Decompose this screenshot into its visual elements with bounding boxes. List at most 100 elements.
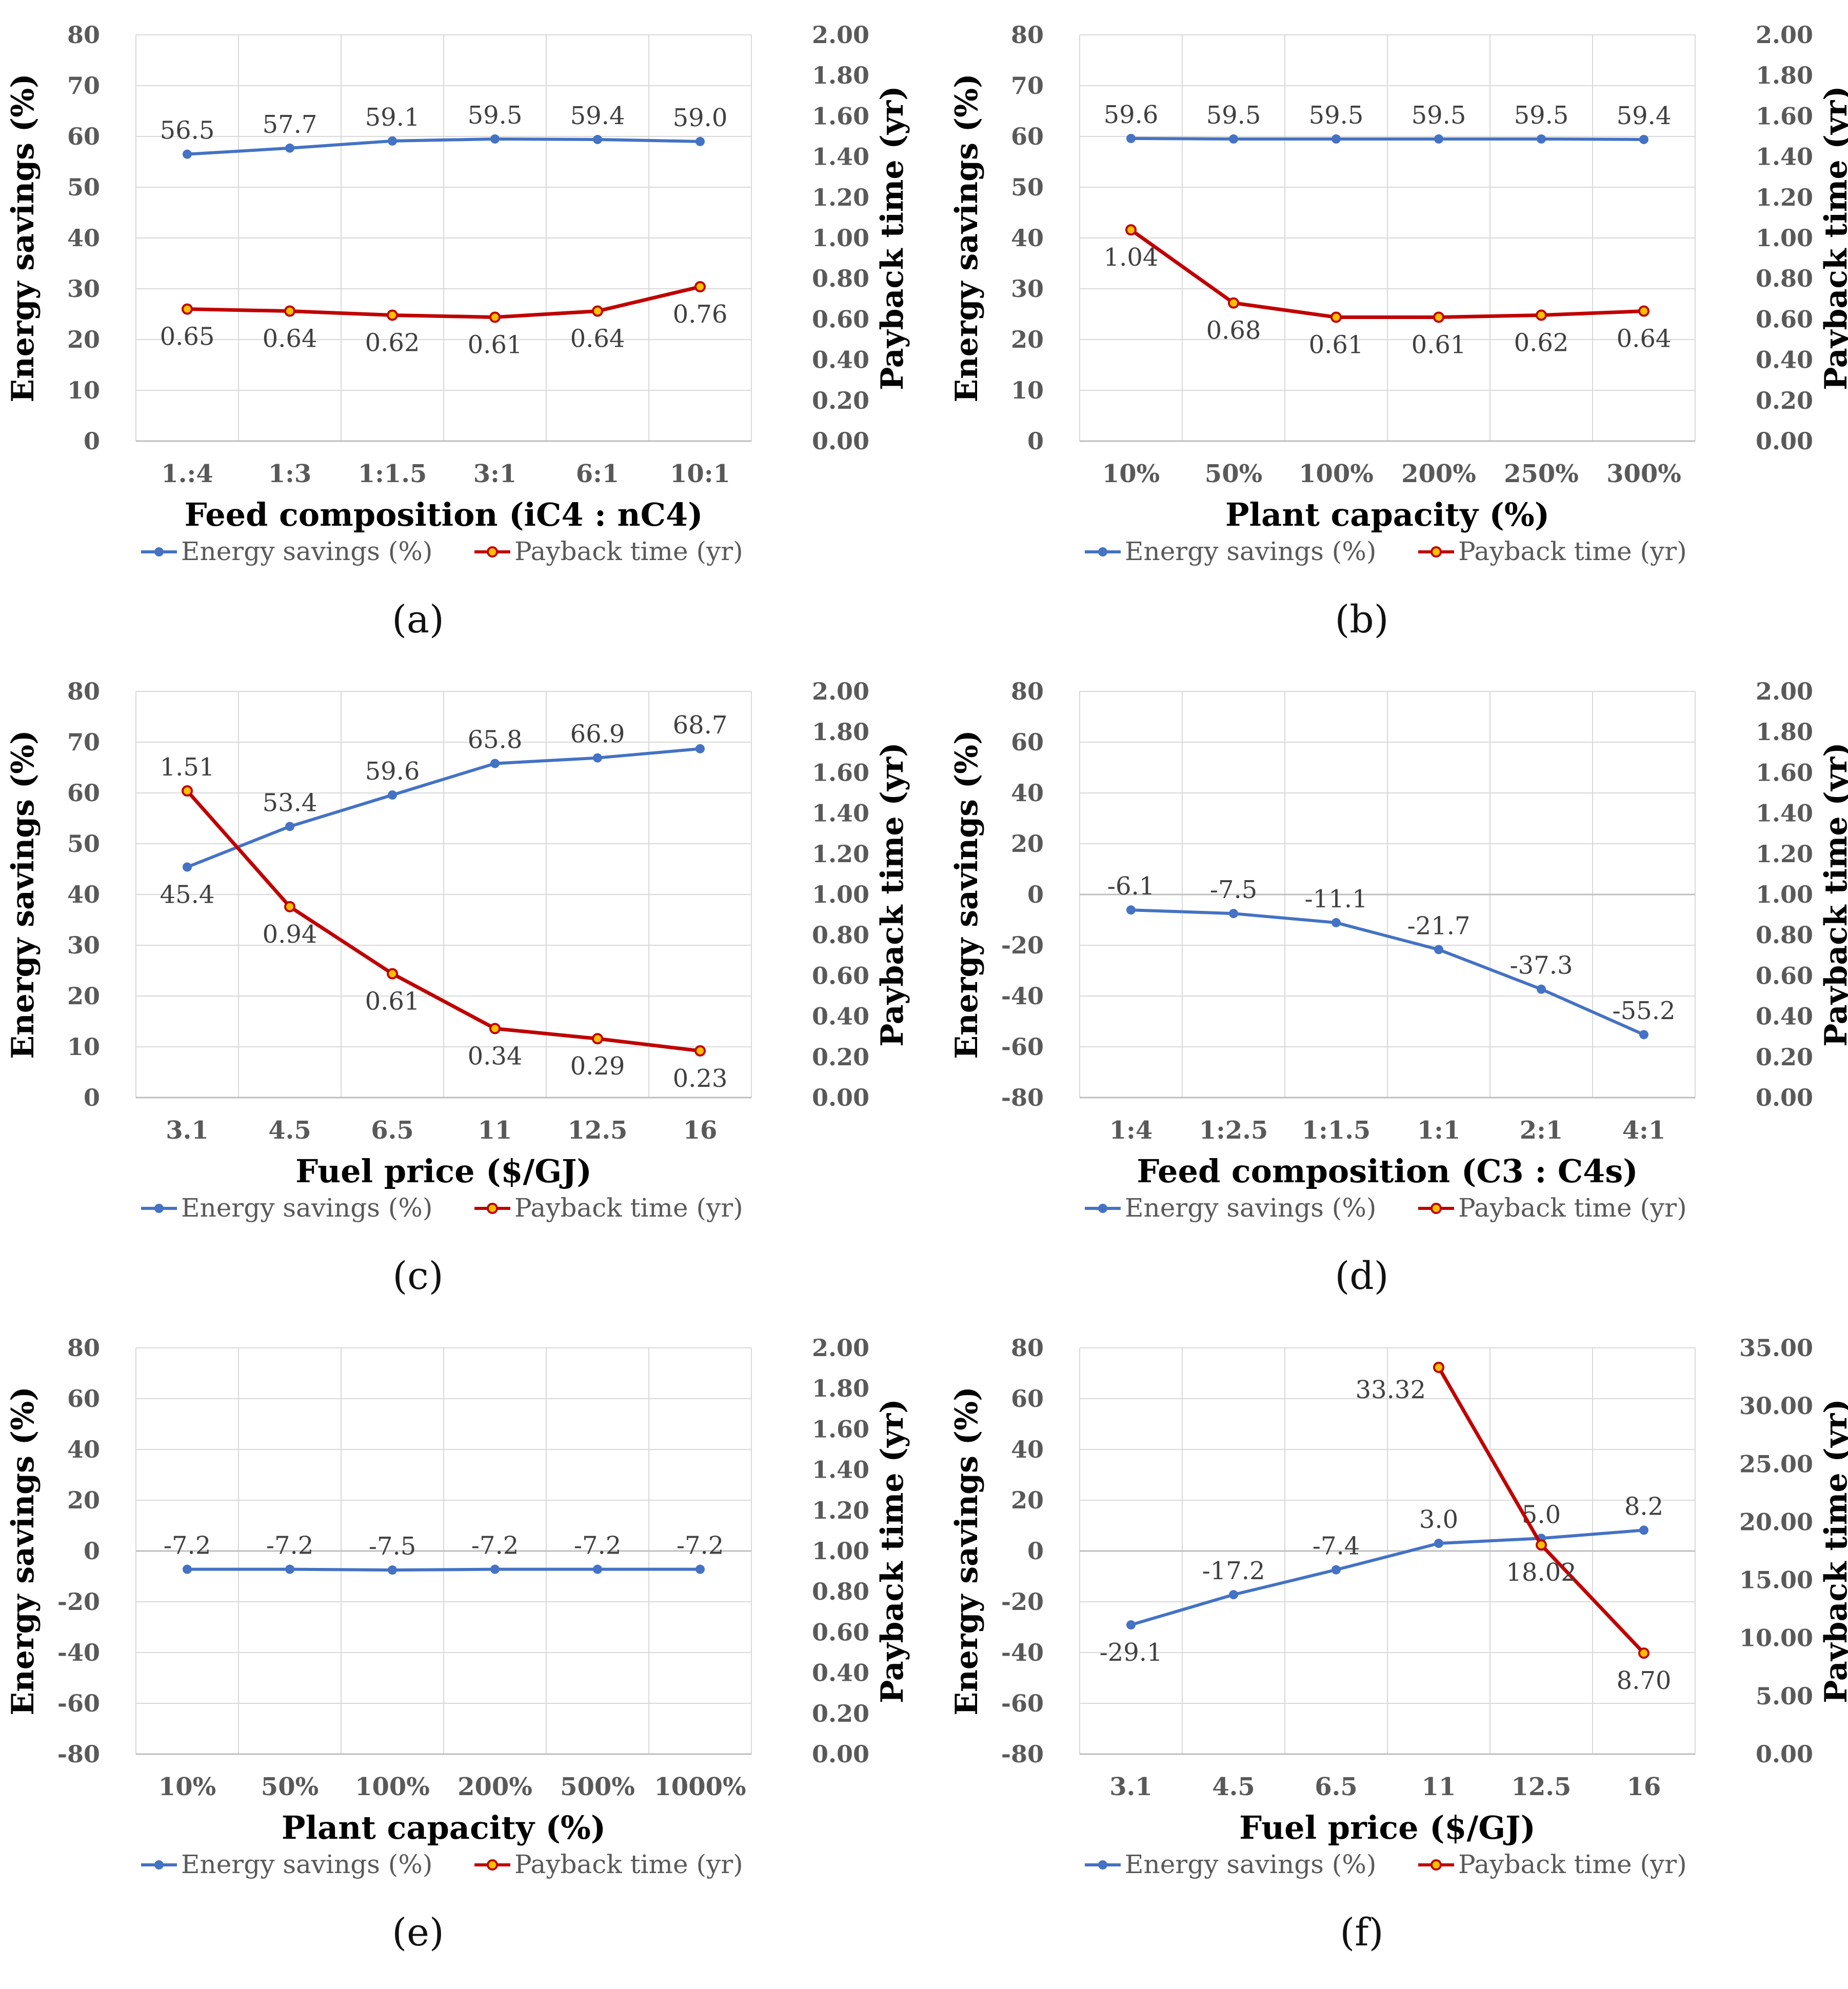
y-right-tick-label: 1.80 [812, 718, 869, 746]
y-right-tick-label: 0.20 [812, 1043, 869, 1071]
legend-energy-label: Energy savings (%) [181, 1193, 432, 1223]
payback-time-point [1433, 1362, 1444, 1374]
y-right-tick-label: 0.20 [1756, 387, 1813, 414]
energy-savings-data-label: 59.5 [1412, 101, 1466, 130]
payback-time-point [387, 968, 398, 980]
payback-time-point [694, 281, 706, 293]
y-left-tick-label: 20 [67, 1486, 100, 1514]
y-right-tick-label: 20.00 [1739, 1508, 1813, 1536]
x-tick-label: 3.1 [166, 1116, 209, 1145]
x-tick-label: 500% [560, 1773, 635, 1801]
panel-label-e: (e) [392, 1911, 444, 1955]
payback-time-point [1536, 309, 1547, 321]
y-left-tick-label: 30 [67, 931, 100, 959]
x-tick-label: 11 [478, 1116, 512, 1145]
y-right-tick-label: 1.40 [812, 1456, 869, 1484]
payback-time-point [1536, 1539, 1547, 1551]
payback-time-point [592, 1033, 603, 1045]
energy-savings-data-label: 53.4 [263, 788, 317, 817]
payback-time-point [182, 785, 193, 797]
y-right-tick-label: 35.00 [1739, 1334, 1813, 1362]
y-left-tick-label: 80 [1011, 678, 1044, 705]
energy-savings-point [490, 1564, 500, 1574]
y-left-tick-label: -40 [57, 1639, 100, 1666]
y-left-tick-label: -60 [1001, 1689, 1044, 1717]
legend-energy-marker [1098, 547, 1107, 556]
energy-savings-data-label: -7.5 [369, 1532, 416, 1561]
payback-time-point [284, 901, 295, 912]
chart-a: 0 10 20 30 40 50 60 70 80 0.00 0.20 0.40 0.60 0.80 1.0… [5, 21, 910, 566]
y-right-tick-label: 0.40 [1756, 346, 1813, 374]
legend-energy-marker [154, 1860, 164, 1869]
y-left-tick-label: 10 [67, 1033, 100, 1061]
y-right-axis-title: Payback time (yr) [1818, 1399, 1848, 1703]
energy-savings-line [186, 747, 701, 869]
y-right-tick-label: 0.60 [812, 1618, 869, 1646]
payback-time-data-label: 0.65 [160, 323, 215, 351]
y-right-tick-label: 1.40 [812, 800, 869, 827]
panel-label-c: (c) [392, 1254, 444, 1298]
panel-label-d: (d) [1335, 1254, 1389, 1298]
y-right-tick-label: 5.00 [1756, 1682, 1813, 1710]
energy-savings-point [183, 149, 192, 159]
y-left-tick-label: 60 [67, 1385, 100, 1413]
x-tick-label: 10% [158, 1773, 216, 1801]
x-tick-label: 1000% [654, 1773, 746, 1801]
y-left-tick-label: 80 [1011, 1334, 1044, 1362]
y-right-tick-label: 2.00 [812, 1334, 869, 1362]
energy-savings-line [187, 1567, 700, 1572]
y-left-axis-title: Energy savings (%) [5, 730, 41, 1059]
legend-payback-marker [487, 1203, 498, 1214]
y-right-tick-label: 2.00 [812, 21, 869, 49]
legend-energy-marker [154, 1204, 164, 1213]
y-left-tick-label: 10 [67, 376, 100, 404]
y-left-tick-label: 50 [67, 173, 100, 201]
y-right-tick-label: 25.00 [1739, 1450, 1813, 1478]
x-tick-label: 100% [1299, 460, 1374, 488]
energy-savings-data-label: 56.5 [160, 116, 215, 145]
y-left-tick-label: 40 [1011, 779, 1044, 807]
y-right-tick-label: 0.00 [1756, 1740, 1813, 1768]
payback-time-point [592, 305, 603, 317]
legend-payback-label: Payback time (yr) [514, 1193, 743, 1223]
x-tick-label: 1:1.5 [1302, 1116, 1371, 1145]
x-tick-label: 6.5 [1315, 1773, 1358, 1801]
y-right-tick-label: 1.80 [812, 1375, 869, 1402]
payback-time-data-label: 18.02 [1506, 1558, 1576, 1587]
y-left-tick-label: 60 [67, 779, 100, 807]
y-right-tick-label: 1.40 [812, 143, 869, 171]
payback-time-point [489, 1023, 501, 1035]
y-right-tick-label: 1.60 [812, 1415, 869, 1443]
x-axis-title: Fuel price ($/GJ) [1239, 1809, 1536, 1846]
x-axis-title: Plant capacity (%) [1225, 496, 1549, 533]
y-right-tick-label: 1.00 [812, 881, 869, 908]
x-tick-label: 12.5 [1512, 1773, 1572, 1801]
energy-savings-point [490, 134, 500, 144]
x-tick-label: 100% [355, 1773, 430, 1801]
y-left-tick-label: 80 [67, 21, 100, 49]
energy-savings-point [696, 744, 705, 753]
payback-time-data-label: 0.61 [1309, 330, 1364, 359]
x-tick-label: 16 [683, 1116, 718, 1145]
energy-savings-point [696, 1564, 705, 1574]
x-tick-label: 4.5 [268, 1116, 311, 1145]
y-right-tick-label: 1.20 [1756, 184, 1813, 211]
panel-label-b: (b) [1335, 598, 1389, 642]
x-tick-label: 200% [458, 1773, 532, 1801]
chart-e: -80 -60 -40 -20 0 20 40 60 80 0.00 0.20 0.40 0.60 0.8… [5, 1334, 910, 1879]
y-left-tick-label: 0 [84, 1084, 100, 1111]
y-right-tick-label: 30.00 [1739, 1392, 1813, 1420]
energy-savings-point [1639, 1030, 1648, 1040]
energy-savings-point [1229, 909, 1238, 919]
legend-payback-label: Payback time (yr) [514, 1849, 743, 1879]
y-left-tick-label: 10 [1011, 376, 1044, 404]
energy-savings-point [1126, 905, 1136, 915]
energy-savings-point [1434, 1539, 1443, 1548]
energy-savings-data-label: -7.2 [266, 1531, 314, 1560]
energy-savings-data-label: 59.5 [1309, 101, 1364, 130]
y-left-axis-title: Energy savings (%) [5, 1386, 41, 1715]
y-left-tick-label: -60 [57, 1689, 100, 1717]
energy-savings-point [593, 134, 602, 144]
y-left-tick-label: -20 [1001, 931, 1044, 959]
y-left-tick-label: 0 [1027, 427, 1044, 455]
